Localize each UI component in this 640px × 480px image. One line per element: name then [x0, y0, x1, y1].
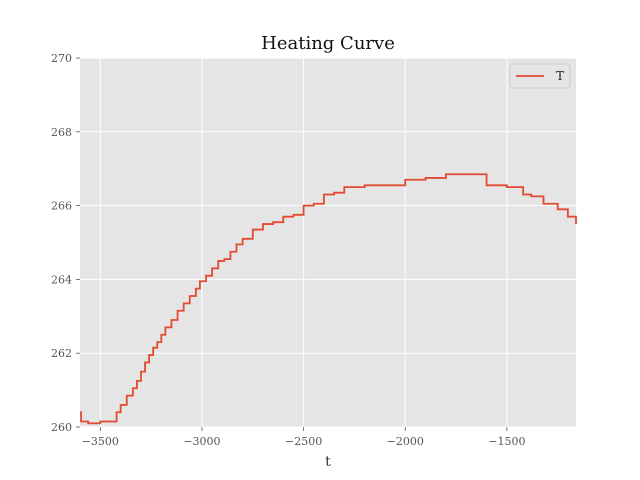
- x-tick-label: −3500: [82, 435, 119, 448]
- x-tick-label: −2500: [285, 435, 322, 448]
- series-line-T: [80, 173, 577, 425]
- grid-lines: [80, 57, 576, 428]
- legend: T: [509, 63, 571, 89]
- x-axis-label: t: [325, 454, 331, 470]
- y-tick-label: 270: [51, 52, 72, 65]
- y-tick-label: 268: [51, 126, 72, 139]
- x-axis-ticks: −3500 −3000 −2500 −2000 −1500: [82, 427, 525, 448]
- legend-label-T: T: [556, 69, 564, 83]
- y-tick-label: 262: [51, 347, 72, 360]
- y-tick-label: 266: [51, 200, 72, 213]
- x-tick-label: −1500: [488, 435, 525, 448]
- x-tick-label: −2000: [387, 435, 424, 448]
- plot-background: [80, 58, 576, 427]
- y-tick-label: 260: [51, 421, 72, 434]
- y-tick-label: 264: [51, 273, 72, 286]
- chart-title: Heating Curve: [261, 33, 395, 54]
- y-axis-ticks: 260 262 264 266 268 270: [51, 52, 80, 434]
- x-tick-label: −3000: [183, 435, 220, 448]
